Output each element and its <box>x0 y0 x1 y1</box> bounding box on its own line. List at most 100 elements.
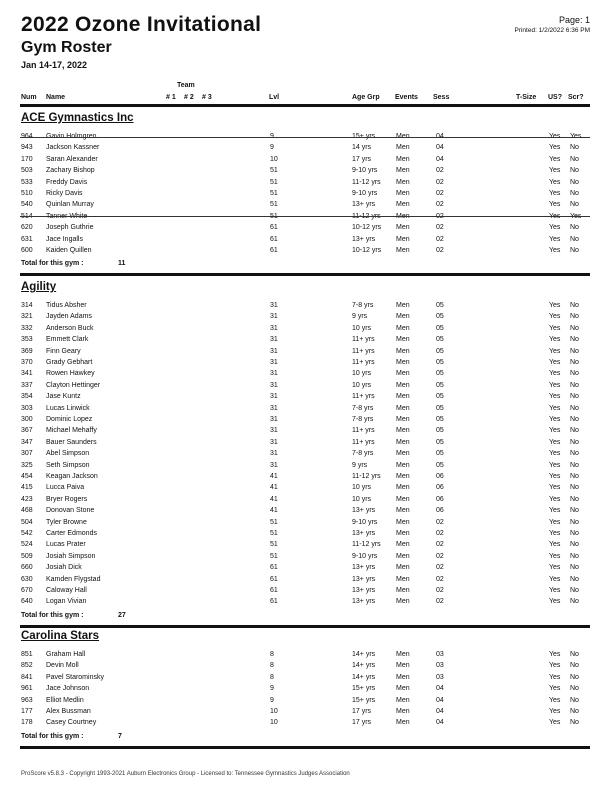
cell-name: Lucas Linwick <box>46 404 90 412</box>
cell-sess: 02 <box>436 564 444 572</box>
cell-us: Yes <box>549 438 561 446</box>
cell-age: 10 yrs <box>352 495 372 503</box>
cell-events: Men <box>396 598 410 606</box>
cell-scr: No <box>570 381 579 389</box>
cell-lvl: 31 <box>270 359 278 366</box>
cell-age: 14+ yrs <box>352 673 376 681</box>
cell-events: Men <box>396 427 410 435</box>
cell-us: Yes <box>549 404 561 412</box>
cell-name: Anderson Buck <box>46 324 94 332</box>
cell-age: 17 yrs <box>352 708 372 715</box>
cell-name: Kamden Flygstad <box>46 575 101 583</box>
cell-age: 9-10 yrs <box>352 518 378 526</box>
cell-scr: No <box>570 495 579 503</box>
cell-us: Yes <box>549 416 561 423</box>
cell-us: Yes <box>549 708 561 715</box>
cell-num: 353 <box>21 336 33 344</box>
cell-name: Quinlan Murray <box>46 201 94 209</box>
cell-lvl: 8 <box>270 673 274 681</box>
cell-sess: 05 <box>436 347 444 355</box>
cell-num: 542 <box>21 530 33 537</box>
cell-age: 11+ yrs <box>352 393 375 401</box>
cell-us: Yes <box>549 719 561 727</box>
gym-name: Carolina Stars <box>21 630 99 642</box>
cell-scr: No <box>570 564 579 572</box>
cell-scr: No <box>570 518 579 526</box>
cell-name: Grady Gebhart <box>46 359 93 366</box>
cell-scr: No <box>570 507 579 515</box>
scratch-line <box>20 136 590 138</box>
cell-num: 300 <box>21 416 33 423</box>
cell-us: Yes <box>549 575 561 583</box>
cell-sess: 05 <box>436 393 444 401</box>
cell-num: 660 <box>21 564 33 572</box>
cell-name: Lucas Prater <box>46 541 86 549</box>
col-num: Num <box>21 94 37 101</box>
gym-total-label: Total for this gym : <box>21 260 84 268</box>
cell-lvl: 61 <box>270 575 278 583</box>
cell-scr: No <box>570 552 579 560</box>
cell-events: Men <box>396 696 410 704</box>
cell-lvl: 51 <box>270 178 278 186</box>
cell-scr: No <box>570 662 579 670</box>
cell-scr: No <box>570 696 579 704</box>
cell-scr: No <box>570 484 579 492</box>
cell-sess: 02 <box>436 178 444 186</box>
cell-sess: 05 <box>436 381 444 389</box>
cell-name: Seth Simpson <box>46 461 90 469</box>
cell-scr: No <box>570 201 579 209</box>
cell-scr: No <box>570 450 579 458</box>
cell-num: 325 <box>21 461 33 469</box>
cell-name: Dominic Lopez <box>46 416 93 423</box>
cell-lvl: 31 <box>270 336 278 344</box>
cell-num: 524 <box>21 541 33 549</box>
gym-total-count: 27 <box>118 611 126 619</box>
cell-age: 9-10 yrs <box>352 190 378 197</box>
cell-events: Men <box>396 673 410 681</box>
cell-us: Yes <box>549 324 561 332</box>
cell-us: Yes <box>549 347 561 355</box>
cell-events: Men <box>396 302 410 309</box>
cell-age: 15+ yrs <box>352 696 376 704</box>
cell-name: Emmett Clark <box>46 336 89 344</box>
cell-name: Josiah Simpson <box>46 552 96 560</box>
cell-age: 14+ yrs <box>352 651 376 658</box>
cell-events: Men <box>396 178 410 186</box>
cell-num: 620 <box>21 224 33 232</box>
cell-age: 10-12 yrs <box>352 247 382 254</box>
cell-scr: No <box>570 302 579 309</box>
cell-lvl: 31 <box>270 324 278 332</box>
col-lvl: Lvl <box>269 94 280 101</box>
cell-name: Alex Bussman <box>46 708 91 715</box>
cell-lvl: 61 <box>270 564 278 572</box>
cell-age: 13+ yrs <box>352 575 376 583</box>
col-team-1: # 1 <box>166 94 176 101</box>
cell-scr: No <box>570 541 579 549</box>
cell-us: Yes <box>549 673 561 681</box>
cell-us: Yes <box>549 224 561 232</box>
cell-name: Caloway Hall <box>46 587 87 594</box>
cell-events: Men <box>396 473 410 480</box>
cell-sess: 06 <box>436 507 444 515</box>
cell-us: Yes <box>549 518 561 526</box>
cell-sess: 05 <box>436 404 444 412</box>
cell-lvl: 10 <box>270 155 278 163</box>
cell-sess: 04 <box>436 708 444 715</box>
cell-age: 13+ yrs <box>352 598 376 606</box>
cell-age: 7-8 yrs <box>352 416 374 423</box>
cell-events: Men <box>396 484 410 492</box>
cell-num: 841 <box>21 673 33 681</box>
cell-scr: No <box>570 461 579 469</box>
cell-sess: 04 <box>436 696 444 704</box>
cell-age: 11+ yrs <box>352 438 375 446</box>
cell-num: 369 <box>21 347 33 355</box>
cell-num: 314 <box>21 302 33 309</box>
cell-name: Carter Edmonds <box>46 530 97 537</box>
cell-events: Men <box>396 587 410 594</box>
cell-sess: 05 <box>436 427 444 435</box>
meet-title: 2022 Ozone Invitational <box>21 13 262 36</box>
col-team-3: # 3 <box>202 94 212 101</box>
cell-scr: No <box>570 587 579 594</box>
cell-events: Men <box>396 190 410 197</box>
cell-us: Yes <box>549 696 561 704</box>
